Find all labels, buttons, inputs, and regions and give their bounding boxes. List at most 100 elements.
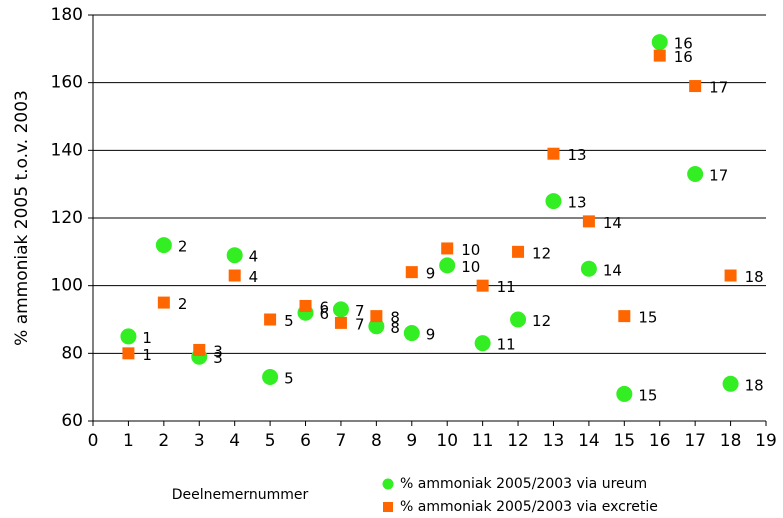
point-label: 3 [213,349,223,367]
x-tick-label: 16 [649,431,671,451]
point-label: 18 [745,268,764,286]
point-label: 6 [320,298,330,316]
x-tick-label: 9 [406,431,417,451]
marker [439,257,456,274]
marker [441,242,454,255]
point-label: 5 [284,370,294,388]
marker [689,80,702,93]
y-tick-label: 180 [51,5,83,25]
x-tick-label: 3 [194,431,205,451]
marker [120,328,137,345]
point-label: 18 [745,376,764,394]
point-label: 16 [674,35,693,53]
x-tick-label: 19 [755,431,777,451]
legend-label: % ammoniak 2005/2003 via excretie [400,499,658,515]
marker [616,385,633,402]
point-label: 6 [320,305,330,323]
y-tick-label: 80 [61,343,83,363]
point-label: 10 [461,241,480,259]
point-label: 4 [249,248,259,266]
marker [157,296,170,309]
point-label: 12 [532,312,551,330]
point-label: 11 [497,336,516,354]
marker [299,299,312,312]
point-label: 14 [603,214,622,232]
point-label: 1 [142,346,152,364]
marker [618,310,631,323]
y-tick-label: 60 [61,411,83,431]
marker [155,237,172,254]
point-label: 2 [178,238,188,256]
marker [582,215,595,228]
y-tick-label: 100 [51,276,83,296]
marker [512,245,525,258]
point-label: 14 [603,261,622,279]
point-label: 1 [142,329,152,347]
marker [332,301,349,318]
marker [228,269,241,282]
marker [403,325,420,342]
point-label: 13 [567,194,586,212]
point-label: 15 [638,309,657,327]
x-tick-label: 5 [265,431,276,451]
marker [370,310,383,323]
marker [653,49,666,62]
x-tick-label: 2 [158,431,169,451]
marker [687,166,704,183]
marker [580,260,597,277]
x-tick-label: 8 [371,431,382,451]
marker [122,347,135,360]
x-tick-label: 1 [123,431,134,451]
x-tick-label: 6 [300,431,311,451]
point-label: 16 [674,48,693,66]
marker [722,375,739,392]
point-label: 4 [249,268,259,286]
x-tick-label: 4 [229,431,240,451]
x-tick-label: 13 [543,431,565,451]
point-label: 17 [709,79,728,97]
y-tick-label: 120 [51,208,83,228]
point-label: 12 [532,244,551,262]
marker [193,343,206,356]
marker [545,193,562,210]
marker [262,369,279,386]
y-tick-label: 160 [51,73,83,93]
x-tick-label: 0 [88,431,99,451]
x-tick-label: 17 [684,431,706,451]
marker [334,316,347,329]
marker [264,313,277,326]
point-label: 17 [709,167,728,185]
point-label: 2 [178,295,188,313]
point-label: 11 [497,278,516,296]
legend-marker [383,502,393,512]
marker [547,147,560,160]
x-tick-label: 15 [613,431,635,451]
marker [724,269,737,282]
point-label: 9 [426,265,436,283]
point-label: 7 [355,315,365,333]
x-tick-label: 10 [436,431,458,451]
point-label: 8 [390,309,400,327]
marker [651,34,668,51]
legend-marker [382,478,394,490]
x-tick-label: 18 [720,431,742,451]
point-label: 10 [461,258,480,276]
legend-label: % ammoniak 2005/2003 via ureum [400,476,647,492]
point-label: 3 [213,342,223,360]
point-label: 7 [355,302,365,320]
marker [510,311,527,328]
x-tick-label: 12 [507,431,529,451]
point-label: 8 [390,319,400,337]
x-tick-label: 7 [336,431,347,451]
marker [226,247,243,264]
point-label: 9 [426,326,436,344]
x-tick-label: 11 [472,431,494,451]
y-axis-label: % ammoniak 2005 t.o.v. 2003 [12,90,32,346]
y-tick-label: 140 [51,140,83,160]
marker [474,335,491,352]
marker [405,266,418,279]
x-tick-label: 14 [578,431,600,451]
marker [476,279,489,292]
